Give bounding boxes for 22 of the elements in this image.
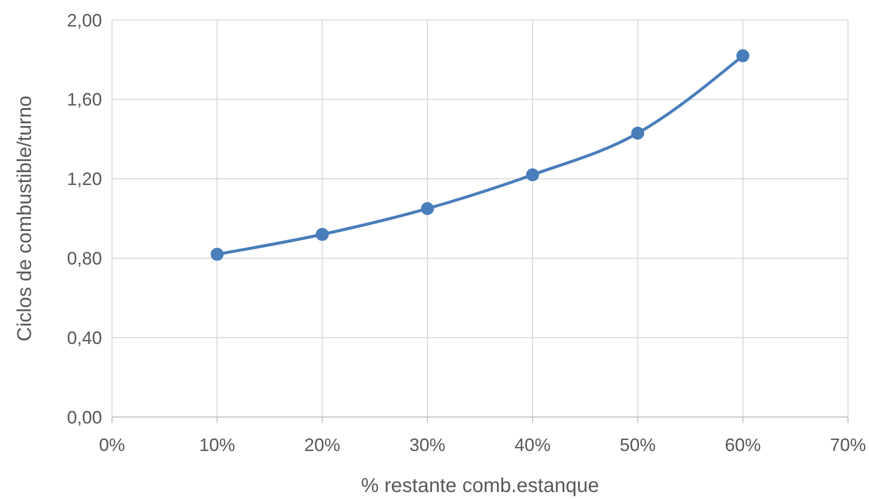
- y-tick-label: 1,60: [66, 90, 102, 110]
- point: [210, 248, 224, 261]
- point: [736, 49, 750, 62]
- point: [526, 168, 540, 182]
- x-tick-label: 70%: [830, 435, 866, 455]
- point: [631, 126, 644, 140]
- y-tick-label: 2,00: [66, 10, 102, 30]
- y-tick-label: 0,80: [66, 248, 102, 268]
- point: [420, 202, 434, 216]
- x-tick-label: 60%: [724, 435, 761, 455]
- x-tick-label: 40%: [514, 435, 551, 455]
- y-axis-title: Ciclos de combustible/turno: [14, 96, 36, 342]
- x-tick-label: 0%: [98, 435, 126, 455]
- y-tick-label: 1,20: [66, 169, 102, 190]
- y-tick-label: 0,40: [66, 328, 102, 348]
- x-tick-label: 20%: [304, 435, 340, 455]
- x-tick-label: 30%: [409, 435, 446, 455]
- x-axis-title: % restante comb.estanque: [361, 475, 599, 497]
- x-tick-label: 10%: [199, 435, 236, 455]
- y-tick-label: 0,00: [66, 407, 102, 428]
- x-tick-label: 50%: [620, 435, 656, 455]
- point: [316, 228, 329, 241]
